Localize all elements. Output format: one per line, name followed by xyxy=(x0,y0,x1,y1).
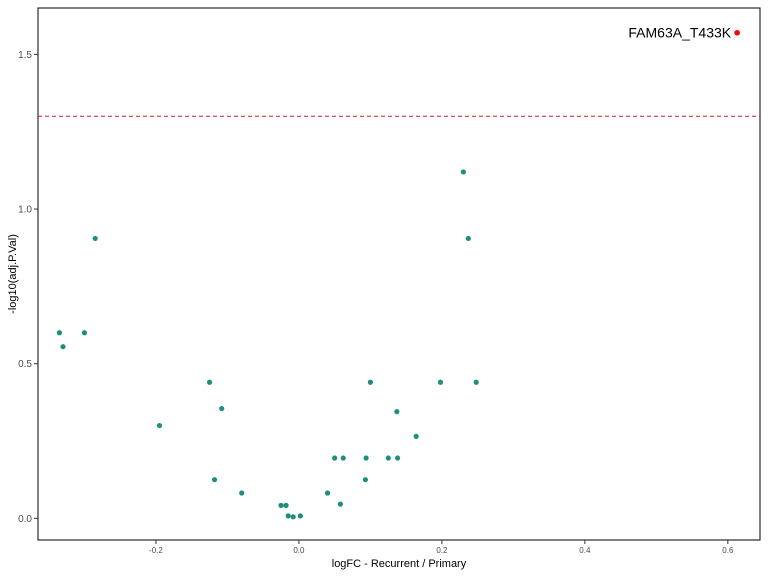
highlighted-points: FAM63A_T433K xyxy=(628,25,740,41)
y-axis-title: -log10(adj.P.Val) xyxy=(7,234,19,314)
x-tick-label: 0.0 xyxy=(293,546,305,555)
data-point xyxy=(92,235,98,242)
data-point xyxy=(394,455,401,461)
data-point xyxy=(332,455,338,461)
data-point xyxy=(206,379,213,385)
y-tick-label: 0.5 xyxy=(18,359,32,370)
data-point xyxy=(340,455,346,461)
data-point xyxy=(460,169,466,175)
x-tick-label: 0.4 xyxy=(579,546,591,555)
data-point xyxy=(290,514,296,520)
data-point xyxy=(211,477,218,483)
x-tick-label: 0.2 xyxy=(436,546,448,555)
plot-panel xyxy=(37,7,761,541)
data-points xyxy=(56,169,479,520)
data-point xyxy=(60,344,66,350)
data-point xyxy=(324,490,331,496)
y-tick-label: 1.0 xyxy=(18,205,32,216)
x-axis-title: logFC - Recurrent / Primary xyxy=(332,558,467,570)
data-point xyxy=(219,405,225,412)
data-point xyxy=(337,501,343,507)
data-point xyxy=(297,513,303,519)
y-axis-ticks: 0.0 0.5 1.0 1.5 xyxy=(18,50,38,525)
x-tick-label: 0.6 xyxy=(722,546,734,555)
data-point xyxy=(56,330,63,336)
x-axis-ticks: -0.2 0.0 0.2 0.4 0.6 xyxy=(149,540,734,555)
data-point xyxy=(367,379,374,385)
highlighted-point xyxy=(734,29,740,36)
data-point xyxy=(394,409,400,415)
data-point xyxy=(362,477,369,483)
data-point xyxy=(473,379,479,385)
data-point xyxy=(156,422,163,429)
data-point xyxy=(413,433,419,439)
data-point xyxy=(385,455,391,461)
data-point xyxy=(283,502,289,508)
y-tick-label: 1.5 xyxy=(18,50,32,61)
data-point xyxy=(437,379,444,385)
data-point xyxy=(81,330,88,336)
data-point xyxy=(285,513,291,519)
data-point xyxy=(465,235,471,242)
data-point xyxy=(363,455,369,461)
data-point xyxy=(278,502,284,508)
y-tick-label: 0.0 xyxy=(18,514,32,525)
data-point xyxy=(239,490,245,496)
highlighted-point-label: FAM63A_T433K xyxy=(628,25,731,41)
x-tick-label: -0.2 xyxy=(149,546,163,555)
